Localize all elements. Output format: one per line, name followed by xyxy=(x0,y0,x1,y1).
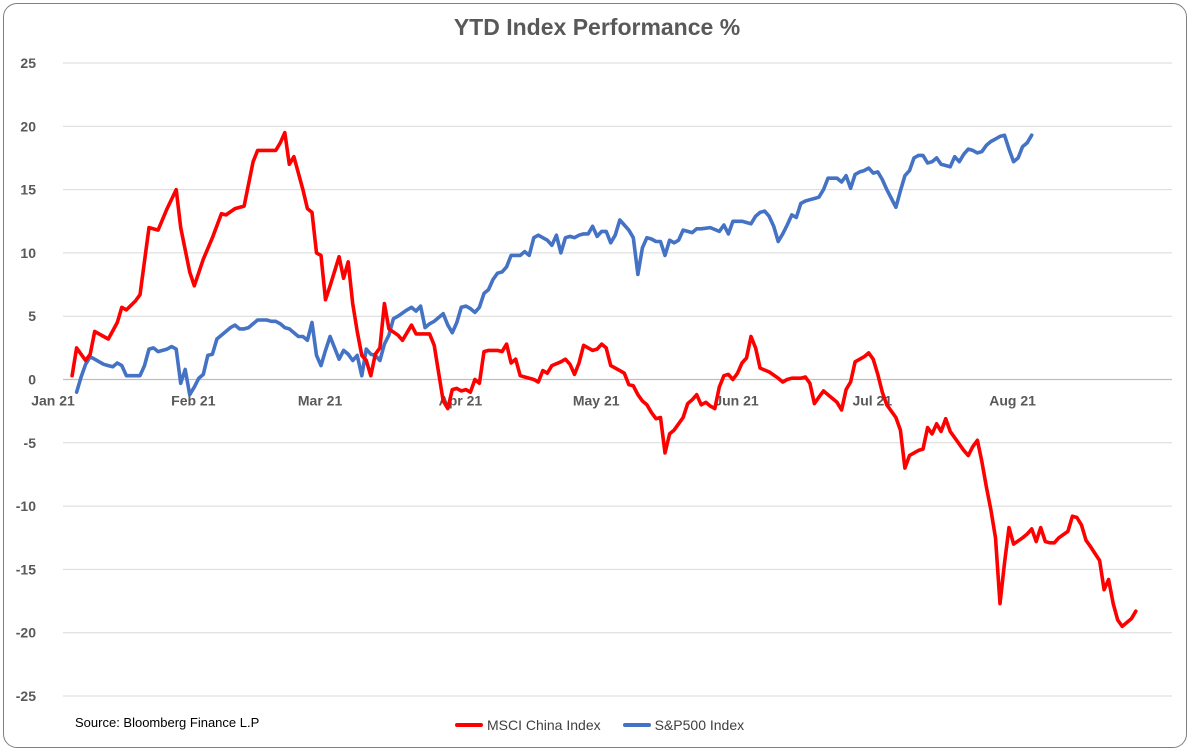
series-lines xyxy=(70,130,1138,629)
x-tick-label: Jun 21 xyxy=(714,393,759,409)
y-tick-label: 20 xyxy=(20,118,36,134)
legend-label-sp500: S&P500 Index xyxy=(654,717,745,733)
x-tick-label: Mar 21 xyxy=(298,393,343,409)
y-tick-label: 25 xyxy=(20,55,36,71)
y-tick-label: 0 xyxy=(28,372,36,388)
chart-title: YTD Index Performance % xyxy=(453,14,741,40)
y-tick-label: 10 xyxy=(20,245,36,261)
y-tick-label: -10 xyxy=(16,498,36,514)
source-note: Source: Bloomberg Finance L.P xyxy=(75,715,260,730)
legend-swatch-sp500 xyxy=(622,723,651,727)
x-tick-label: Aug 21 xyxy=(989,393,1036,409)
x-tick-label: May 21 xyxy=(573,393,620,409)
y-tick-label: -25 xyxy=(16,688,36,704)
legend-item-sp500: S&P500 Index xyxy=(622,717,745,733)
legend-label-msci: MSCI China Index xyxy=(487,717,601,733)
legend-item-msci: MSCI China Index xyxy=(455,717,601,733)
series-line-sp500 xyxy=(74,133,1034,397)
gridlines xyxy=(63,62,1172,697)
x-tick-label: Feb 21 xyxy=(171,393,216,409)
y-tick-label: 5 xyxy=(28,308,36,324)
legend: MSCI China Index S&P500 Index xyxy=(455,717,766,733)
y-tick-label: -5 xyxy=(24,435,37,451)
legend-swatch-msci xyxy=(455,723,483,727)
series-line-msci-china xyxy=(70,130,1138,629)
y-tick-label: -15 xyxy=(16,561,36,577)
x-tick-label: Jan 21 xyxy=(31,393,75,409)
y-tick-label: 15 xyxy=(20,182,36,198)
y-tick-labels: 25 20 15 10 5 0 -5 -10 -15 -20 -25 xyxy=(16,55,36,704)
y-tick-label: -20 xyxy=(16,625,36,641)
